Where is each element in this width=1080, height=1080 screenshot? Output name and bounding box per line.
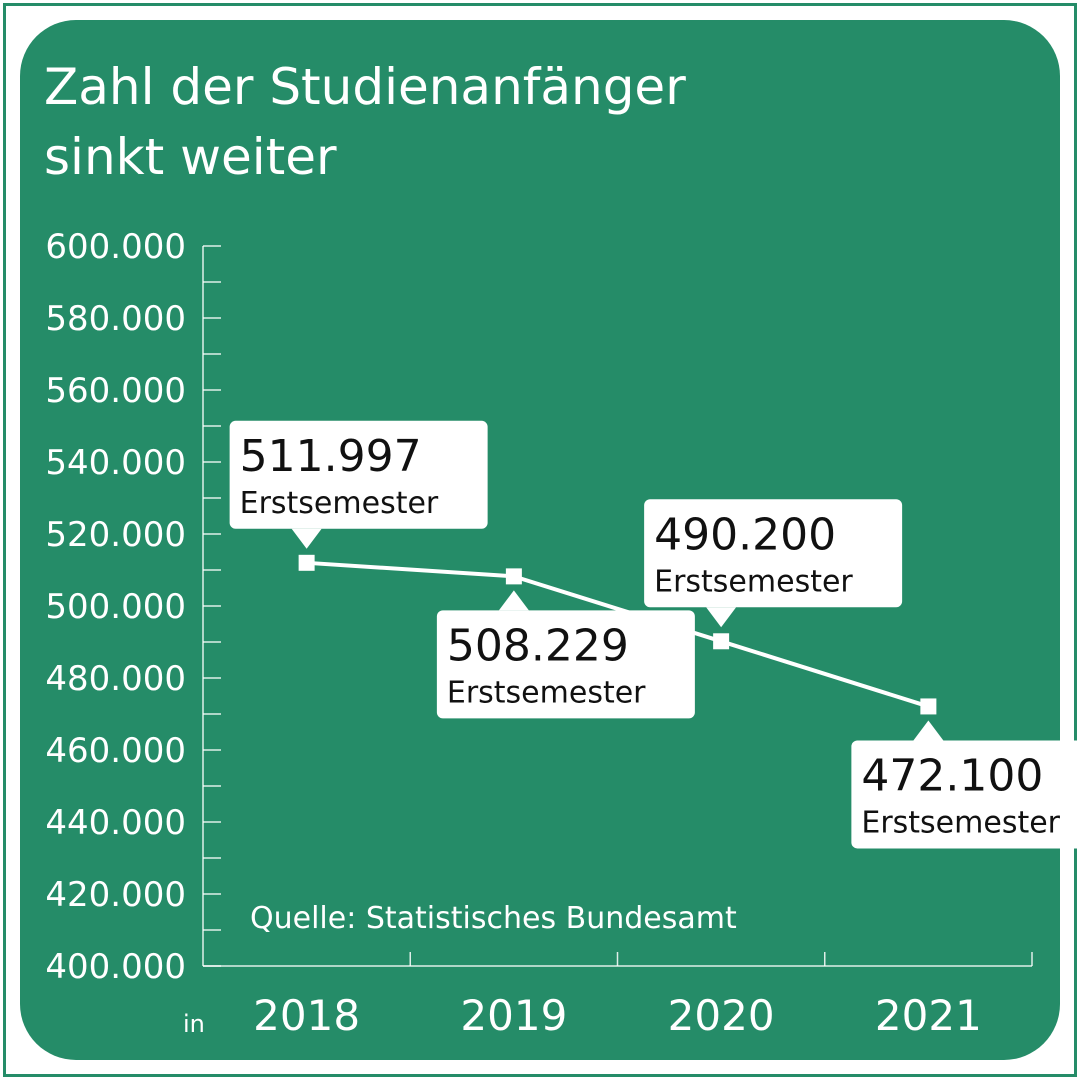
data-callout: 511.997 Erstsemester: [229, 420, 488, 549]
y-tick-label: 400.000: [45, 947, 186, 987]
data-line-layer: [298, 554, 937, 715]
series-line: [306, 560, 929, 709]
data-label-value: 511.997: [240, 431, 422, 482]
y-tick-label: 580.000: [45, 299, 186, 339]
y-tick-label: 440.000: [45, 803, 186, 843]
chart-title-line-1: Zahl der Studienanfänger: [44, 58, 686, 116]
axes: [202, 245, 1033, 967]
y-tick-label: 500.000: [45, 587, 186, 627]
data-label-value: 490.200: [654, 509, 836, 560]
x-tick-label: 2021: [875, 991, 982, 1040]
data-label-unit: Erstsemester: [447, 675, 646, 710]
data-callout: 508.229 Erstsemester: [436, 590, 695, 719]
data-label-unit: Erstsemester: [654, 564, 853, 599]
data-point-marker: [920, 698, 937, 715]
data-point-marker: [713, 633, 730, 650]
y-tick-label: 520.000: [45, 515, 186, 555]
data-point-marker: [505, 568, 522, 585]
chart-title-line-2: sinkt weiter: [44, 128, 337, 186]
x-tick-label: 2019: [460, 991, 567, 1040]
chart-title: Zahl der Studienanfänger sinkt weiter: [44, 52, 686, 192]
y-tick-label: 600.000: [45, 227, 186, 267]
x-tick-label: 2018: [253, 991, 360, 1040]
callout-box: [229, 420, 488, 529]
x-tick-label: 2020: [668, 991, 775, 1040]
y-tick-label: 420.000: [45, 875, 186, 915]
x-axis-unit-label: in: [183, 1010, 205, 1038]
y-tick-label: 560.000: [45, 371, 186, 411]
data-callout: 490.200 Erstsemester: [644, 499, 903, 628]
callouts: 511.997Erstsemester508.229Erstsemester49…: [229, 420, 1080, 849]
data-label-value: 472.100: [861, 750, 1043, 801]
source-note: Quelle: Statistisches Bundesamt: [250, 901, 737, 936]
callout-pointer: [706, 607, 737, 628]
y-tick-label: 480.000: [45, 659, 186, 699]
callout-box: [644, 499, 903, 608]
callout-box: [436, 610, 695, 719]
data-point-marker: [298, 554, 315, 571]
callout-pointer: [291, 528, 322, 549]
data-callout: 472.100 Erstsemester: [851, 720, 1080, 849]
callout-pointer: [498, 590, 529, 611]
callout-box: [851, 740, 1080, 849]
y-tick-label: 540.000: [45, 443, 186, 483]
data-label-value: 508.229: [447, 620, 629, 671]
callout-pointer: [913, 720, 944, 741]
data-label-unit: Erstsemester: [240, 486, 439, 521]
data-label-unit: Erstsemester: [861, 805, 1060, 840]
labels: Quelle: Statistisches Bundesamt in 400.0…: [45, 227, 981, 1040]
y-tick-label: 460.000: [45, 731, 186, 771]
